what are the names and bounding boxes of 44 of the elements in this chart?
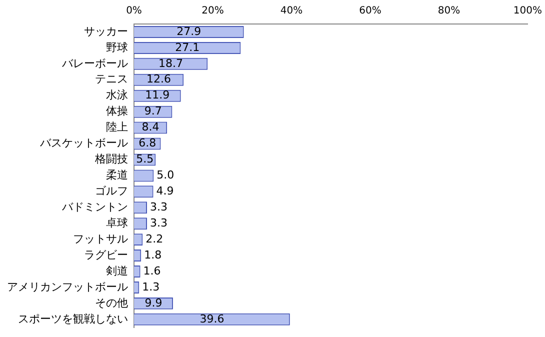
y-tick-label: 柔道 — [106, 168, 128, 182]
x-tick-label: 40% — [280, 6, 303, 17]
data-label: 18.7 — [158, 56, 184, 70]
data-label: 39.6 — [200, 312, 224, 326]
data-label: 1.3 — [142, 280, 160, 294]
y-tick-label: バドミントン — [61, 200, 128, 214]
data-label: 6.8 — [138, 136, 156, 150]
y-tick-label: スポーツを観戦しない — [18, 312, 128, 326]
x-tick-label: 80% — [438, 6, 460, 17]
y-tick-label: フットサル — [73, 232, 128, 246]
data-label: 1.6 — [143, 264, 161, 278]
data-label: 27.9 — [176, 24, 202, 38]
data-label: 3.3 — [150, 216, 168, 230]
y-tick-label: 格闘技 — [94, 152, 128, 166]
y-tick-label: バレーボール — [61, 56, 128, 70]
y-tick-label: その他 — [95, 296, 128, 310]
y-tick-label: テニス — [95, 72, 128, 86]
y-tick-label: アメリカンフットボール — [7, 280, 128, 294]
data-label: 12.6 — [146, 72, 172, 86]
y-tick-label: ラグビー — [84, 248, 128, 262]
data-label: 2.2 — [146, 232, 164, 246]
y-tick-label: 剣道 — [106, 264, 128, 278]
y-tick-label: 卓球 — [106, 216, 128, 230]
data-label: 27.1 — [175, 40, 200, 54]
y-tick-label: ゴルフ — [95, 184, 128, 198]
y-tick-label: バスケットボール — [39, 136, 128, 150]
data-label: 5.0 — [156, 168, 174, 182]
data-label: 8.4 — [142, 120, 160, 134]
data-label: 1.8 — [144, 248, 162, 262]
data-label: 4.9 — [156, 184, 174, 198]
y-tick-label: 水泳 — [106, 88, 128, 102]
x-tick-label: 0% — [126, 6, 142, 17]
data-label: 11.9 — [145, 88, 170, 102]
y-tick-label: サッカー — [84, 24, 128, 38]
data-label: 9.7 — [144, 104, 162, 118]
data-label: 9.9 — [144, 296, 162, 310]
x-tick-label: 60% — [359, 6, 382, 17]
y-tick-label: 体操 — [106, 104, 128, 118]
x-tick-label: 100% — [513, 6, 542, 17]
y-tick-label: 野球 — [106, 40, 128, 54]
x-tick-label: 20% — [202, 6, 224, 17]
y-tick-label: 陸上 — [106, 120, 128, 134]
data-label: 5.5 — [136, 152, 154, 166]
data-label: 3.3 — [150, 200, 168, 214]
